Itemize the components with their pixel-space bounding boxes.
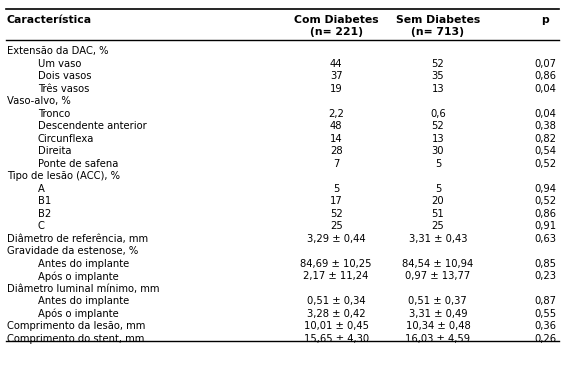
Text: p: p — [541, 15, 549, 25]
Text: 15,65 ± 4,30: 15,65 ± 4,30 — [303, 334, 369, 344]
Text: 7: 7 — [333, 159, 340, 169]
Text: Descendente anterior: Descendente anterior — [38, 121, 146, 131]
Text: 25: 25 — [432, 221, 444, 231]
Text: 17: 17 — [330, 196, 342, 206]
Text: 0,52: 0,52 — [534, 196, 557, 206]
Text: 16,03 ± 4,59: 16,03 ± 4,59 — [405, 334, 471, 344]
Text: 0,63: 0,63 — [534, 234, 556, 244]
Text: 0,51 ± 0,34: 0,51 ± 0,34 — [307, 296, 366, 306]
Text: 0,04: 0,04 — [534, 84, 556, 94]
Text: 0,52: 0,52 — [534, 159, 557, 169]
Text: 84,54 ± 10,94: 84,54 ± 10,94 — [402, 259, 473, 269]
Text: Antes do implante: Antes do implante — [38, 296, 129, 306]
Text: 5: 5 — [333, 184, 340, 194]
Text: 0,85: 0,85 — [534, 259, 556, 269]
Text: A: A — [38, 184, 45, 194]
Text: 5: 5 — [434, 184, 441, 194]
Text: 25: 25 — [330, 221, 342, 231]
Text: 3,31 ± 0,43: 3,31 ± 0,43 — [408, 234, 467, 244]
Text: 52: 52 — [432, 59, 444, 69]
Text: Circunflexa: Circunflexa — [38, 134, 94, 144]
Text: 0,6: 0,6 — [430, 109, 446, 119]
Text: 0,38: 0,38 — [534, 121, 556, 131]
Text: 0,82: 0,82 — [534, 134, 556, 144]
Text: 44: 44 — [330, 59, 342, 69]
Text: 0,51 ± 0,37: 0,51 ± 0,37 — [408, 296, 467, 306]
Text: Após o implante: Após o implante — [38, 271, 119, 282]
Text: Dois vasos: Dois vasos — [38, 71, 92, 81]
Text: 0,07: 0,07 — [534, 59, 556, 69]
Text: Tipo de lesão (ACC), %: Tipo de lesão (ACC), % — [7, 171, 120, 181]
Text: Comprimento do stent, mm: Comprimento do stent, mm — [7, 334, 144, 344]
Text: 28: 28 — [330, 146, 342, 156]
Text: 2,17 ± 11,24: 2,17 ± 11,24 — [303, 271, 369, 281]
Text: 3,29 ± 0,44: 3,29 ± 0,44 — [307, 234, 366, 244]
Text: 5: 5 — [434, 159, 441, 169]
Text: Diâmetro de referência, mm: Diâmetro de referência, mm — [7, 234, 148, 244]
Text: Três vasos: Três vasos — [38, 84, 89, 94]
Text: 0,94: 0,94 — [534, 184, 556, 194]
Text: 52: 52 — [330, 209, 342, 219]
Text: 30: 30 — [432, 146, 444, 156]
Text: 51: 51 — [432, 209, 444, 219]
Text: 0,97 ± 13,77: 0,97 ± 13,77 — [405, 271, 471, 281]
Text: Direita: Direita — [38, 146, 71, 156]
Text: 0,54: 0,54 — [534, 146, 556, 156]
Text: 0,86: 0,86 — [534, 71, 556, 81]
Text: Extensão da DAC, %: Extensão da DAC, % — [7, 46, 108, 56]
Text: Sem Diabetes
(n= 713): Sem Diabetes (n= 713) — [396, 15, 480, 37]
Text: Comprimento da lesão, mm: Comprimento da lesão, mm — [7, 321, 145, 331]
Text: Com Diabetes
(n= 221): Com Diabetes (n= 221) — [294, 15, 379, 37]
Text: 13: 13 — [432, 134, 444, 144]
Text: Gravidade da estenose, %: Gravidade da estenose, % — [7, 246, 138, 256]
Text: 20: 20 — [432, 196, 444, 206]
Text: 14: 14 — [330, 134, 342, 144]
Text: 0,86: 0,86 — [534, 209, 556, 219]
Text: B1: B1 — [38, 196, 51, 206]
Text: 13: 13 — [432, 84, 444, 94]
Text: 37: 37 — [330, 71, 342, 81]
Text: 35: 35 — [432, 71, 444, 81]
Text: 52: 52 — [432, 121, 444, 131]
Text: 19: 19 — [330, 84, 342, 94]
Text: 3,31 ± 0,49: 3,31 ± 0,49 — [408, 309, 467, 319]
Text: 0,55: 0,55 — [534, 309, 557, 319]
Text: 0,36: 0,36 — [534, 321, 556, 331]
Text: Diâmetro luminal mínimo, mm: Diâmetro luminal mínimo, mm — [7, 284, 159, 294]
Text: 0,91: 0,91 — [534, 221, 557, 231]
Text: Antes do implante: Antes do implante — [38, 259, 129, 269]
Text: 0,26: 0,26 — [534, 334, 557, 344]
Text: Um vaso: Um vaso — [38, 59, 81, 69]
Text: Vaso-alvo, %: Vaso-alvo, % — [7, 96, 71, 106]
Text: C: C — [38, 221, 45, 231]
Text: 0,23: 0,23 — [534, 271, 556, 281]
Text: Após o implante: Após o implante — [38, 309, 119, 319]
Text: 84,69 ± 10,25: 84,69 ± 10,25 — [301, 259, 372, 269]
Text: 48: 48 — [330, 121, 342, 131]
Text: 2,2: 2,2 — [328, 109, 344, 119]
Text: 10,01 ± 0,45: 10,01 ± 0,45 — [303, 321, 369, 331]
Text: Tronco: Tronco — [38, 109, 70, 119]
Text: Ponte de safena: Ponte de safena — [38, 159, 118, 169]
Text: 10,34 ± 0,48: 10,34 ± 0,48 — [406, 321, 470, 331]
Text: 0,87: 0,87 — [534, 296, 556, 306]
Text: 3,28 ± 0,42: 3,28 ± 0,42 — [307, 309, 366, 319]
Text: Característica: Característica — [7, 15, 92, 25]
Text: B2: B2 — [38, 209, 51, 219]
Text: 0,04: 0,04 — [534, 109, 556, 119]
